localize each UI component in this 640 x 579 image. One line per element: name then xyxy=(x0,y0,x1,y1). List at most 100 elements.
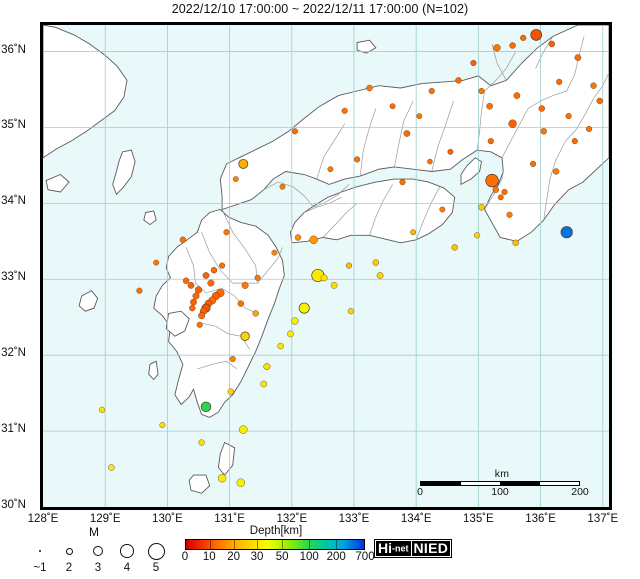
epicenter-marker xyxy=(238,158,249,169)
epicenter-marker xyxy=(229,355,236,363)
coastline-korea-sm xyxy=(45,173,70,193)
prefecture-border-9 xyxy=(359,108,377,177)
magnitude-legend-symbols xyxy=(28,540,168,562)
epicenter-marker xyxy=(470,59,477,67)
epicenter-marker xyxy=(571,138,578,145)
epicenter-marker xyxy=(237,300,244,307)
epicenter-marker xyxy=(366,84,373,92)
epicenter-marker xyxy=(548,40,555,48)
coastline-kyushu xyxy=(153,208,285,418)
epicenter-marker xyxy=(530,29,542,41)
depth-colorbar xyxy=(185,539,365,550)
landmass-layer xyxy=(43,25,609,494)
lat-tick-34: 34˚N xyxy=(1,195,26,208)
logo-nied: NIED xyxy=(411,540,451,557)
coastline-goto xyxy=(78,290,99,312)
epicenter-marker xyxy=(327,166,334,173)
coastline-koshiki xyxy=(148,360,159,381)
epicenter-marker xyxy=(538,105,545,112)
map-canvas xyxy=(43,25,609,507)
epicenter-marker xyxy=(263,363,271,371)
depth-tick-200: 200 xyxy=(326,551,346,563)
epicenter-marker xyxy=(416,113,423,120)
prefecture-border-5 xyxy=(197,360,238,370)
epicenter-marker xyxy=(596,97,603,105)
epicenter-marker xyxy=(179,236,187,243)
lon-tick-131: 131˚E xyxy=(214,513,245,525)
lon-tick-132: 132˚E xyxy=(276,513,308,525)
depth-legend-caption: Depth[km] xyxy=(249,525,303,537)
prefecture-border-21 xyxy=(322,203,358,238)
epicenter-marker xyxy=(159,422,166,428)
epicenter-marker xyxy=(320,274,328,282)
prefecture-border-15 xyxy=(543,140,566,221)
epicenter-marker xyxy=(347,308,354,315)
scale-bar: km 0 100 200 xyxy=(417,468,589,500)
magnitude-label-4: 4 xyxy=(123,562,131,574)
lon-tick-136: 136˚E xyxy=(525,513,556,525)
lon-tick-128: 128˚E xyxy=(27,513,59,525)
epicenter-marker xyxy=(590,82,597,89)
epicenter-marker xyxy=(219,262,226,269)
epicenter-marker xyxy=(240,331,250,341)
lat-tick-36: 36˚N xyxy=(1,43,26,56)
magnitude-label-~1: ~1 xyxy=(33,562,47,574)
epicenter-marker xyxy=(427,158,433,165)
epicenter-marker xyxy=(565,113,572,120)
coastline-iki xyxy=(143,210,157,226)
epicenter-marker xyxy=(530,160,537,167)
magnitude-label-5: 5 xyxy=(152,562,160,574)
epicenter-marker xyxy=(200,401,212,413)
epicenter-marker xyxy=(227,388,234,395)
epicenter-marker xyxy=(497,194,504,201)
epicenter-marker xyxy=(198,439,205,446)
lat-tick-35: 35˚N xyxy=(1,119,26,132)
epicenter-marker xyxy=(372,259,379,266)
epicenter-marker xyxy=(501,188,508,196)
epicenter-marker xyxy=(196,321,203,328)
epicenter-marker xyxy=(194,286,203,294)
epicenter-marker xyxy=(540,128,547,135)
epicenter-marker xyxy=(108,464,115,471)
prefecture-border-1 xyxy=(201,232,258,284)
depth-colorbar-tick xyxy=(210,540,212,549)
epicenter-marker xyxy=(260,380,268,388)
epicenter-marker xyxy=(509,42,516,49)
epicenter-marker xyxy=(277,342,284,350)
epicenter-marker xyxy=(556,78,563,85)
prefecture-border-16 xyxy=(565,98,594,142)
coastline-honshu-west xyxy=(219,25,609,242)
epicenter-marker xyxy=(486,102,493,110)
epicenter-marker xyxy=(410,229,416,236)
epicenter-marker xyxy=(217,474,227,483)
prefecture-border-19 xyxy=(484,51,517,92)
depth-tick-30: 30 xyxy=(250,551,264,563)
coastline-yakushima xyxy=(188,474,211,494)
epicenter-marker xyxy=(376,272,384,279)
epicenter-marker xyxy=(99,406,106,413)
logo-hinet: Hi-net xyxy=(376,540,411,557)
lat-tick-33: 33˚N xyxy=(1,271,26,284)
epicenter-marker xyxy=(487,138,494,145)
epicenter-marker xyxy=(192,292,200,300)
epicenter-marker xyxy=(399,179,406,186)
epicenter-marker xyxy=(254,274,261,281)
epicenter-marker xyxy=(574,54,582,61)
epicenter-marker xyxy=(474,232,481,239)
prefecture-border-14 xyxy=(527,90,567,109)
earthquake-epicenters xyxy=(99,29,603,487)
lat-tick-31: 31˚N xyxy=(1,423,26,436)
lon-tick-130: 130˚E xyxy=(152,513,183,525)
depth-tick-50: 50 xyxy=(275,551,289,563)
epicenter-marker xyxy=(513,92,521,99)
page-title: 2022/12/10 17:00:00 ~ 2022/12/11 17:00:0… xyxy=(171,2,469,16)
prefecture-border-20 xyxy=(304,196,342,213)
prefecture-border-17 xyxy=(484,171,504,210)
epicenter-marker xyxy=(389,103,396,110)
lat-tick-30: 30˚N xyxy=(1,499,26,511)
magnitude-symbol-4 xyxy=(120,544,134,558)
epicenter-marker xyxy=(136,287,143,294)
epicenter-marker xyxy=(354,156,361,163)
prefecture-border-23 xyxy=(415,186,441,240)
epicenter-marker xyxy=(560,226,573,239)
